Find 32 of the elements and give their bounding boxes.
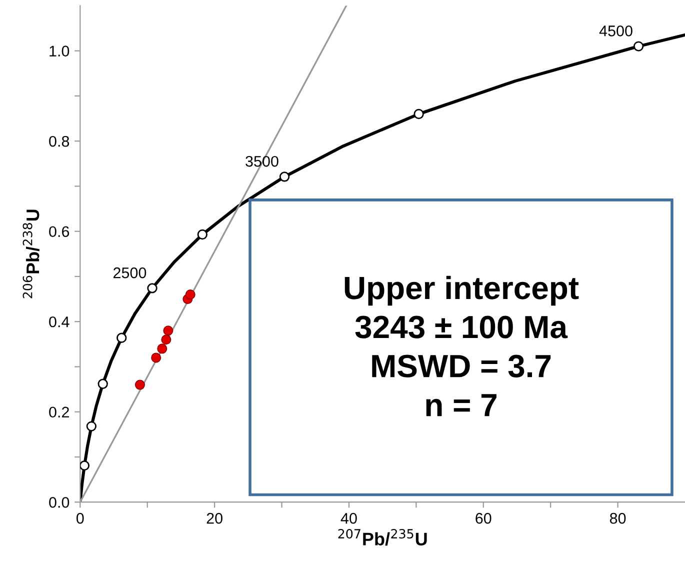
y-axis-title: $^{206}$Pb/$^{238}$U bbox=[22, 210, 40, 298]
x-tick-label: 60 bbox=[476, 512, 492, 524]
x-tick-label: 40 bbox=[340, 512, 357, 524]
point bbox=[161, 334, 172, 345]
x-tick-label: 20 bbox=[206, 512, 222, 524]
point bbox=[98, 378, 108, 389]
point bbox=[157, 344, 168, 354]
annotation: Upper intercept 3243 ± 100 Ma MSWD = 3.7 n = 7 bbox=[344, 276, 579, 416]
x-axis-title: $^{207}$Pb/$^{235}$U bbox=[338, 528, 427, 546]
y-tick-label: 0.0 bbox=[49, 496, 70, 508]
point bbox=[134, 380, 145, 390]
point bbox=[279, 172, 290, 182]
y-tick-label: 0.2 bbox=[49, 406, 69, 418]
point bbox=[80, 460, 90, 471]
annotation: 4500 bbox=[599, 26, 632, 36]
annotation: 3500 bbox=[246, 156, 278, 167]
y-tick-label: 0.6 bbox=[49, 226, 70, 238]
point bbox=[197, 229, 208, 240]
point bbox=[185, 290, 196, 300]
point bbox=[163, 326, 174, 336]
annotation: 2500 bbox=[113, 267, 146, 278]
point bbox=[147, 283, 158, 294]
x-tick-label: 0 bbox=[76, 512, 84, 524]
point bbox=[86, 421, 97, 432]
y-tick-label: 1.0 bbox=[50, 46, 70, 56]
x-tick-label: 80 bbox=[610, 512, 626, 524]
y-tick-label: 0.4 bbox=[49, 316, 70, 328]
point bbox=[116, 332, 127, 343]
point bbox=[151, 352, 162, 363]
y-tick-label: 0.8 bbox=[49, 136, 70, 147]
point bbox=[633, 41, 644, 52]
point bbox=[414, 108, 424, 120]
